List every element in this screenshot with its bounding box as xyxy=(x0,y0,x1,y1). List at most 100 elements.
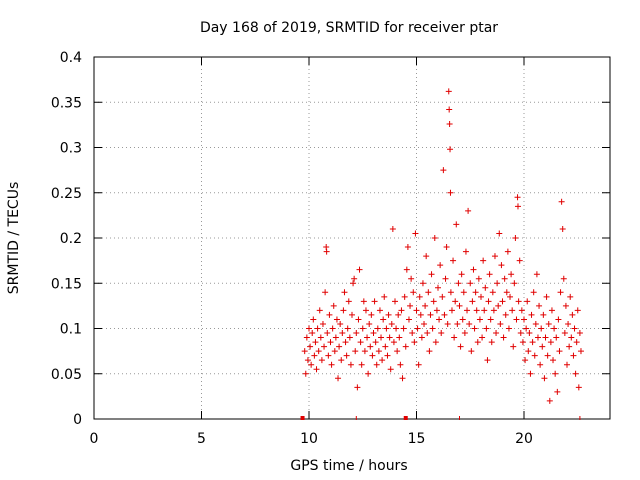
data-point xyxy=(395,311,402,318)
data-point xyxy=(425,289,432,296)
x-tick-label: 20 xyxy=(515,431,533,447)
data-point xyxy=(536,302,543,309)
data-point xyxy=(476,316,483,323)
data-point xyxy=(368,311,375,318)
data-point xyxy=(328,361,335,368)
data-point xyxy=(379,357,386,364)
y-tick-label: 0 xyxy=(73,412,82,428)
data-point xyxy=(485,298,492,305)
data-point xyxy=(324,330,331,337)
data-points xyxy=(301,88,584,404)
data-point xyxy=(503,289,510,296)
data-point xyxy=(404,244,411,251)
data-point xyxy=(464,307,471,314)
data-point xyxy=(448,307,455,314)
data-point xyxy=(542,334,549,341)
data-point xyxy=(557,289,564,296)
data-point xyxy=(482,284,489,291)
data-point xyxy=(396,334,403,341)
data-point xyxy=(504,248,511,255)
data-point xyxy=(501,275,508,282)
data-point xyxy=(440,167,447,174)
data-point xyxy=(422,302,429,309)
data-point xyxy=(411,339,418,346)
data-point xyxy=(414,325,421,332)
data-point xyxy=(362,307,369,314)
data-point xyxy=(426,348,433,355)
data-point xyxy=(471,325,478,332)
grid-lines xyxy=(94,57,610,419)
data-point xyxy=(499,298,506,305)
data-point xyxy=(432,339,439,346)
data-point xyxy=(407,302,414,309)
data-point xyxy=(470,266,477,273)
data-point xyxy=(433,307,440,314)
data-point xyxy=(325,352,332,359)
data-point xyxy=(372,339,379,346)
data-point xyxy=(550,357,557,364)
data-point xyxy=(570,352,577,359)
data-point xyxy=(490,307,497,314)
data-point xyxy=(357,339,364,346)
data-point xyxy=(465,207,472,214)
data-point xyxy=(315,348,322,355)
data-point xyxy=(517,330,524,337)
data-point xyxy=(507,293,514,300)
data-point xyxy=(562,302,569,309)
data-point xyxy=(339,330,346,337)
data-point xyxy=(429,325,436,332)
data-point xyxy=(441,311,448,318)
data-point xyxy=(567,293,574,300)
data-point xyxy=(393,325,400,332)
data-point xyxy=(577,348,584,355)
data-point xyxy=(531,352,538,359)
data-point xyxy=(428,271,435,278)
data-point xyxy=(329,325,336,332)
data-point xyxy=(514,194,521,201)
data-point xyxy=(361,348,368,355)
data-point xyxy=(384,352,391,359)
data-point xyxy=(447,146,454,153)
data-point xyxy=(576,330,583,337)
data-point xyxy=(369,352,376,359)
data-point xyxy=(318,357,325,364)
data-point xyxy=(529,339,536,346)
data-point xyxy=(462,248,469,255)
data-point xyxy=(313,366,320,373)
data-point xyxy=(437,262,444,269)
data-point xyxy=(554,388,561,395)
data-point xyxy=(332,334,339,341)
data-point xyxy=(387,366,394,373)
data-point xyxy=(419,280,426,287)
data-point xyxy=(397,361,404,368)
data-point xyxy=(400,325,407,332)
data-point xyxy=(478,293,484,300)
data-point xyxy=(497,320,504,327)
axis-ticks: 0 0.05 0.1 0.15 0.2 0.25 0.3 0.35 0.4 0 5 10 15 20 xyxy=(51,50,610,447)
data-point xyxy=(375,348,382,355)
data-point xyxy=(530,289,537,296)
data-point xyxy=(480,257,487,264)
data-point xyxy=(454,320,461,327)
data-point xyxy=(559,225,566,232)
data-point xyxy=(569,311,576,318)
data-point xyxy=(446,106,453,113)
data-point xyxy=(445,88,452,95)
x-tick-label: 0 xyxy=(90,431,99,447)
data-point xyxy=(380,316,387,323)
data-point xyxy=(523,325,530,332)
data-point xyxy=(560,275,567,282)
data-point xyxy=(459,316,466,323)
data-point xyxy=(493,330,500,337)
data-point xyxy=(512,235,519,241)
data-point xyxy=(399,375,406,382)
data-point xyxy=(481,307,488,314)
data-point xyxy=(403,266,410,273)
data-point xyxy=(435,284,441,291)
data-point xyxy=(349,311,355,318)
data-point xyxy=(351,275,358,282)
data-point xyxy=(333,316,340,323)
data-point xyxy=(370,330,377,337)
data-point xyxy=(388,320,395,327)
data-point xyxy=(413,307,420,314)
